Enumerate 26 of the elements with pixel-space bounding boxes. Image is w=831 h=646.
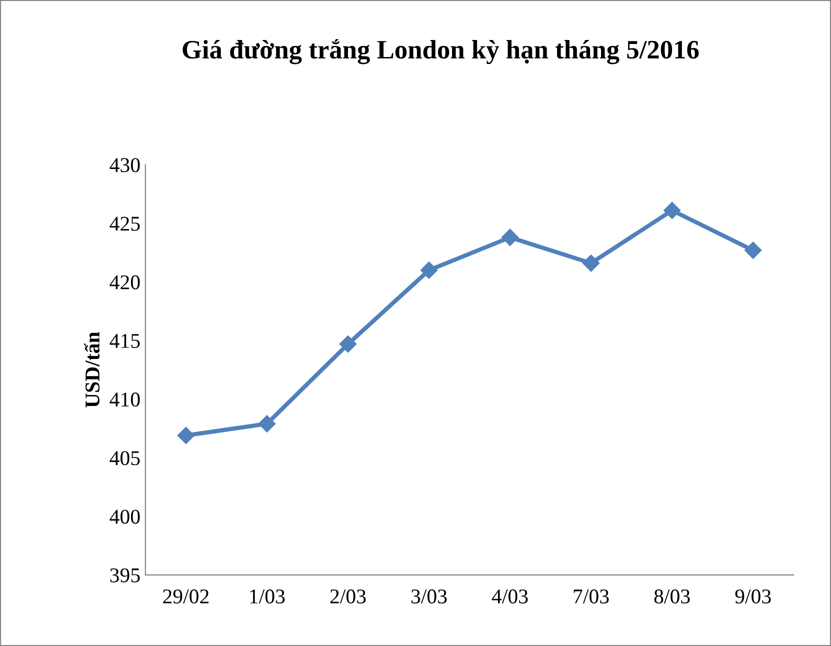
x-tick-label: 3/03 [411, 589, 447, 604]
y-tick-label: 415 [110, 334, 140, 348]
y-tick-label: 425 [110, 216, 140, 231]
x-tick-label: 1/03 [250, 589, 285, 604]
x-tick-label: 9/03 [735, 589, 771, 604]
point [664, 202, 681, 219]
chart-title: Giá đường trắng London kỳ hạn tháng 5/2016 [182, 39, 699, 64]
point [339, 336, 357, 353]
y-tick-label: 405 [110, 451, 140, 466]
point [420, 262, 438, 279]
x-tick-label: 29/02 [163, 589, 209, 604]
point [582, 254, 600, 272]
point [744, 242, 762, 259]
point [177, 426, 194, 444]
y-axis-title: USD/tấn [84, 332, 100, 408]
y-tick-label: 395 [110, 568, 140, 582]
x-tick-label: 7/03 [574, 589, 609, 604]
y-tick-label: 400 [110, 510, 140, 524]
x-tick-label: 8/03 [654, 589, 690, 604]
y-tick-label: 420 [110, 275, 140, 290]
point [258, 415, 276, 432]
x-tick-label: 2/03 [330, 589, 366, 604]
point [501, 228, 519, 246]
x-tick-label: 4/03 [492, 589, 528, 604]
y-tick-label: 430 [110, 158, 140, 172]
y-tick-label: 410 [110, 392, 140, 407]
